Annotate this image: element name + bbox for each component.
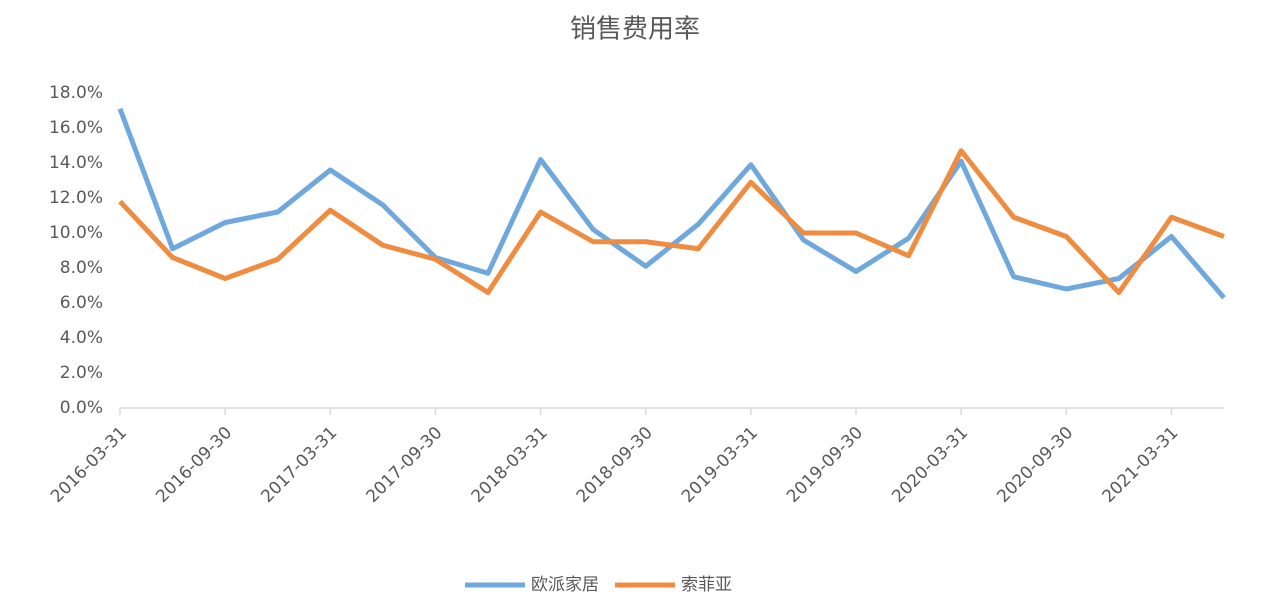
- x-tick-label: 2021-03-31: [1098, 423, 1182, 507]
- y-tick-label: 8.0%: [60, 258, 103, 278]
- y-tick-label: 14.0%: [49, 153, 103, 173]
- y-tick-label: 16.0%: [49, 118, 103, 138]
- y-tick-label: 4.0%: [60, 328, 103, 348]
- series-line: [118, 148, 1225, 295]
- y-tick-label: 12.0%: [49, 188, 103, 208]
- y-tick-label: 18.0%: [49, 83, 103, 103]
- series-line: [117, 107, 1226, 300]
- x-tick-label: 2018-03-31: [468, 423, 552, 507]
- legend-label: 索菲亚: [681, 575, 732, 595]
- x-tick-label: 2017-03-31: [257, 423, 341, 507]
- x-tick-label: 2020-03-31: [888, 423, 972, 507]
- legend-label: 欧派家居: [531, 575, 599, 595]
- x-tick-label: 2017-09-30: [362, 423, 446, 507]
- y-tick-label: 2.0%: [60, 363, 103, 383]
- y-tick-label: 6.0%: [60, 293, 103, 313]
- chart-title: 销售费用率: [570, 15, 700, 45]
- x-tick-label: 2019-03-31: [678, 423, 762, 507]
- x-tick-label: 2018-09-30: [573, 423, 657, 507]
- x-tick-label: 2016-03-31: [47, 423, 131, 507]
- y-tick-label: 0.0%: [60, 398, 103, 418]
- y-tick-label: 10.0%: [49, 223, 103, 243]
- x-tick-label: 2020-09-30: [993, 423, 1077, 507]
- x-tick-label: 2016-09-30: [152, 423, 236, 507]
- x-tick-label: 2019-09-30: [783, 423, 867, 507]
